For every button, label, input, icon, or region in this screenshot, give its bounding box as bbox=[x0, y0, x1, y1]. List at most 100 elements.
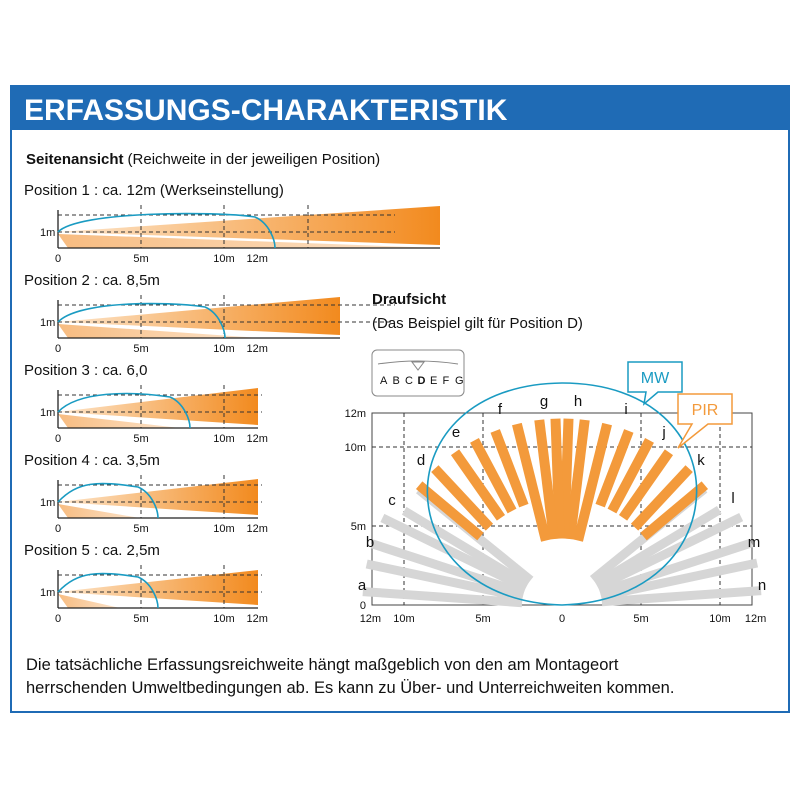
x-label: 12m bbox=[246, 253, 267, 265]
pir-beam bbox=[534, 419, 559, 540]
zone-label: f bbox=[498, 401, 503, 418]
pir-cone bbox=[58, 206, 440, 245]
side-view-subtitle: (Reichweite in der jeweiligen Position) bbox=[128, 151, 381, 168]
y-label: 12m bbox=[345, 408, 366, 420]
pir-cone bbox=[58, 479, 258, 515]
x-label: 0 bbox=[55, 253, 61, 265]
header-bar bbox=[11, 86, 789, 130]
pir-beam bbox=[415, 481, 484, 541]
diagram: Position 1 : ca. 12m (Werkseinstellung) 1… bbox=[24, 182, 766, 625]
y-label: 10m bbox=[345, 442, 366, 454]
x-label: 10m bbox=[709, 613, 730, 625]
x-label: 10m bbox=[393, 613, 414, 625]
grey-beam bbox=[362, 587, 523, 608]
position-label: Position 4 : ca. 3,5m bbox=[24, 452, 160, 469]
zone-label: a bbox=[358, 577, 367, 594]
grey-beam bbox=[380, 513, 528, 592]
pir-cone bbox=[58, 297, 340, 335]
grey-beam bbox=[598, 538, 754, 597]
zone-label: k bbox=[697, 452, 705, 469]
pir-beam bbox=[630, 465, 693, 531]
grey-beam bbox=[600, 558, 759, 601]
selector-letter: E bbox=[430, 375, 437, 387]
grey-beam bbox=[601, 586, 762, 607]
footer-line: herrschenden Umweltbedingungen ab. Es ka… bbox=[26, 679, 674, 697]
selector-letter: C bbox=[405, 375, 413, 387]
position-label: Position 3 : ca. 6,0 bbox=[24, 362, 147, 379]
zone-label: h bbox=[574, 393, 582, 410]
x-label: 12m bbox=[246, 523, 267, 535]
title: ERFASSUNGS-CHARAKTERISTIK bbox=[24, 94, 508, 127]
y-label: 1m bbox=[40, 227, 55, 239]
zone-label: d bbox=[417, 452, 425, 469]
x-label: 5m bbox=[633, 613, 648, 625]
pir-lower bbox=[58, 324, 260, 338]
mw-curve bbox=[57, 482, 159, 519]
side-view-title: Seitenansicht bbox=[26, 151, 124, 168]
side-view-heading: Seitenansicht (Reichweite in der jeweilig… bbox=[26, 151, 380, 168]
x-label: 5m bbox=[133, 523, 148, 535]
y-label: 0 bbox=[360, 600, 366, 612]
pir-lower bbox=[58, 504, 140, 518]
pir-lower bbox=[58, 234, 440, 248]
position-label: Position 1 : ca. 12m (Werkseinstellung) bbox=[24, 182, 284, 199]
selector-letter: A bbox=[380, 375, 388, 387]
pir-lower bbox=[58, 414, 180, 428]
pir-beam bbox=[431, 465, 494, 531]
x-label: 0 bbox=[55, 343, 61, 355]
zone-label: l bbox=[731, 490, 734, 507]
pir-beam bbox=[470, 438, 517, 514]
zone-label: m bbox=[748, 534, 761, 551]
zone-label: e bbox=[452, 424, 460, 441]
pir-lower bbox=[58, 594, 120, 608]
x-label: 12m bbox=[360, 613, 381, 625]
x-label: 0 bbox=[55, 523, 61, 535]
selector-letter: F bbox=[443, 375, 450, 387]
footer-line: Die tatsächliche Erfassungsreichweite hä… bbox=[26, 656, 619, 674]
selector-pointer bbox=[411, 361, 425, 371]
position-label: Position 2 : ca. 8,5m bbox=[24, 272, 160, 289]
pir-label: PIR bbox=[692, 402, 719, 419]
mw-label: MW bbox=[641, 370, 670, 387]
mw-curve bbox=[57, 212, 276, 249]
mw-curve bbox=[57, 302, 226, 339]
position-label: Position 5 : ca. 2,5m bbox=[24, 542, 160, 559]
x-label: 5m bbox=[475, 613, 490, 625]
zone-label: i bbox=[624, 401, 627, 418]
zone-label: n bbox=[758, 577, 766, 594]
mw-curve bbox=[57, 572, 159, 609]
selector-letter: D bbox=[418, 375, 426, 387]
x-label: 12m bbox=[246, 613, 267, 625]
mw-curve bbox=[57, 392, 191, 429]
pir-beam bbox=[512, 422, 551, 542]
x-label: 12m bbox=[745, 613, 766, 625]
x-label: 10m bbox=[213, 613, 234, 625]
grey-beam bbox=[365, 559, 524, 602]
y-label: 1m bbox=[40, 497, 55, 509]
selector-letter: B bbox=[393, 375, 400, 387]
grey-beam bbox=[595, 513, 744, 592]
zone-label: b bbox=[366, 534, 374, 551]
x-label: 10m bbox=[213, 523, 234, 535]
pir-beam bbox=[490, 429, 529, 508]
x-label: 12m bbox=[246, 433, 267, 445]
pir-beam bbox=[618, 449, 674, 521]
x-label: 0 bbox=[55, 613, 61, 625]
y-label: 5m bbox=[351, 521, 366, 533]
selector-letter: G bbox=[455, 375, 464, 387]
x-label: 5m bbox=[133, 613, 148, 625]
y-label: 1m bbox=[40, 407, 55, 419]
pir-cone bbox=[58, 388, 258, 425]
pir-beam bbox=[607, 438, 654, 514]
grey-beam bbox=[370, 539, 526, 598]
pir-beam bbox=[595, 429, 634, 508]
pir-beam bbox=[565, 419, 590, 540]
x-label: 10m bbox=[213, 343, 234, 355]
x-label: 5m bbox=[133, 433, 148, 445]
x-label: 0 bbox=[559, 613, 565, 625]
mw-callout bbox=[627, 361, 683, 406]
x-label: 12m bbox=[246, 343, 267, 355]
x-label: 10m bbox=[213, 433, 234, 445]
y-label: 1m bbox=[40, 317, 55, 329]
